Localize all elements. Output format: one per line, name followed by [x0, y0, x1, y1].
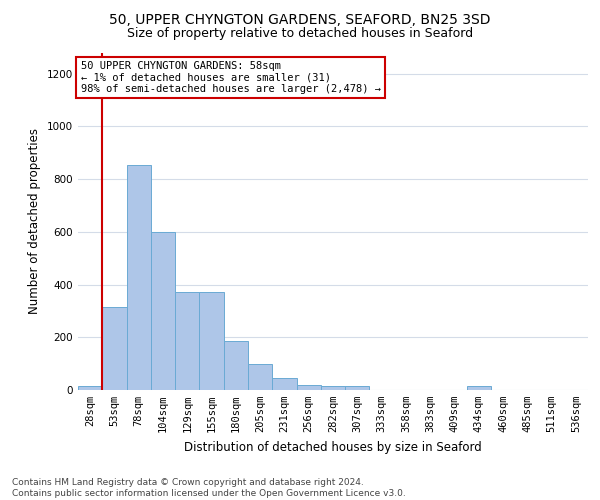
Bar: [78, 386, 102, 390]
Bar: [296, 384, 321, 390]
Bar: [151, 232, 175, 390]
Bar: [248, 364, 272, 390]
Bar: [175, 292, 199, 390]
Bar: [467, 386, 491, 390]
Bar: [102, 307, 127, 390]
Bar: [321, 386, 345, 390]
Bar: [345, 386, 370, 390]
Text: 50 UPPER CHYNGTON GARDENS: 58sqm
← 1% of detached houses are smaller (31)
98% of: 50 UPPER CHYNGTON GARDENS: 58sqm ← 1% of…: [80, 61, 380, 94]
Bar: [272, 378, 296, 390]
Y-axis label: Number of detached properties: Number of detached properties: [28, 128, 41, 314]
Text: Size of property relative to detached houses in Seaford: Size of property relative to detached ho…: [127, 28, 473, 40]
Bar: [199, 292, 224, 390]
Text: 50, UPPER CHYNGTON GARDENS, SEAFORD, BN25 3SD: 50, UPPER CHYNGTON GARDENS, SEAFORD, BN2…: [109, 12, 491, 26]
Bar: [224, 341, 248, 390]
Bar: [127, 164, 151, 390]
Text: Contains HM Land Registry data © Crown copyright and database right 2024.
Contai: Contains HM Land Registry data © Crown c…: [12, 478, 406, 498]
X-axis label: Distribution of detached houses by size in Seaford: Distribution of detached houses by size …: [184, 440, 482, 454]
